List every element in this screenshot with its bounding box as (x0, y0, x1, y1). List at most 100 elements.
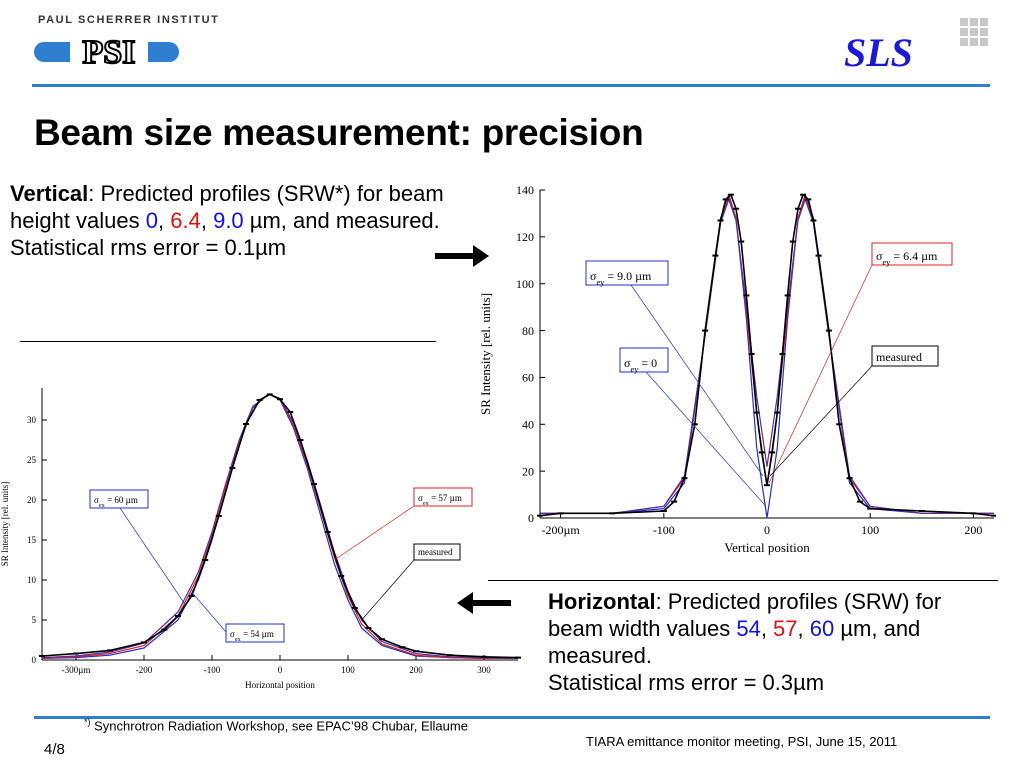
horizontal-rms-error: Statistical rms error = 0.3µm (548, 670, 825, 695)
vertical-description: Vertical: Predicted profiles (SRW*) for … (10, 180, 450, 261)
vchart-ytick-label: 40 (522, 417, 534, 431)
hchart-ytick-label: 10 (27, 575, 37, 585)
vchart-y-axis-label: SR Intensity [rel. units] (478, 293, 493, 415)
hchart-series-2 (41, 393, 519, 659)
hchart-ytick-label: 25 (27, 455, 37, 465)
vchart-xtick-label: 100 (861, 523, 879, 537)
sls-grid-icon (960, 18, 988, 46)
footnote-mark: *) (84, 717, 91, 727)
vchart-ytick-label: 60 (522, 371, 534, 385)
header-rule (32, 84, 990, 87)
hchart-annotation-2: measured (418, 547, 453, 557)
vchart-x-axis-label: Vertical position (724, 540, 810, 555)
hchart-series-0 (41, 393, 518, 659)
vchart-ytick-label: 80 (522, 324, 534, 338)
divider-left (20, 341, 436, 342)
footer-rule (34, 716, 990, 719)
vchart-annotation-leader (768, 264, 873, 484)
arrow-left-icon (457, 592, 511, 614)
hchart-annotation-box (413, 543, 461, 561)
vchart-annotation-2: σey = 6.4 µm (876, 249, 938, 267)
vchart-annotation-leader (645, 371, 767, 507)
vertical-label: Vertical (10, 181, 89, 206)
horizontal-profile-chart: 0 5 10 15 20 25 30 -300µm -200 -100 0 100 200 300 Hori… (0, 388, 521, 690)
hchart-annotation-1: σex = 57 µm (418, 493, 462, 507)
hchart-ytick-label: 20 (27, 495, 37, 505)
hchart-annotation-3: σex = 54 µm (230, 629, 274, 643)
vchart-series-2 (540, 198, 994, 514)
vchart-ytick-label: 120 (516, 230, 534, 244)
vertical-value-2: 6.4 (170, 208, 201, 233)
horizontal-desc-2: µm, and measured. (548, 616, 921, 668)
horizontal-label: Horizontal (548, 589, 656, 614)
vchart-annotation-box (619, 347, 669, 373)
vchart-annotation-leader (630, 284, 764, 477)
hchart-annotation-leader (361, 559, 415, 621)
footnote: *) Synchrotron Radiation Workshop, see E… (84, 717, 468, 733)
vchart-ytick-label: 20 (522, 464, 534, 478)
vertical-sep-1: , (158, 208, 171, 233)
hchart-ytick-label: 30 (27, 415, 37, 425)
sls-logo-text: SLS (844, 30, 913, 72)
hchart-ytick-label: 5 (32, 615, 37, 625)
hchart-xtick-label: 300 (477, 665, 491, 675)
vertical-profile-chart: 0 20 40 60 80 100 120 140 -200µm -100 0 100 200 Verti… (478, 183, 996, 555)
page-number: 4/8 (44, 741, 65, 758)
hchart-annotation-leader (191, 591, 227, 633)
vertical-value-1: 0 (145, 208, 159, 233)
hchart-annotation-box (413, 487, 473, 507)
hchart-xtick-label: -300µm (62, 665, 91, 675)
vchart-annotation-box (585, 260, 669, 286)
psi-logo: PSI (34, 33, 179, 72)
hchart-annotation-0: σex = 60 µm (94, 495, 138, 509)
vchart-ytick-label: 0 (528, 511, 534, 525)
hchart-series-1 (41, 393, 518, 659)
hchart-series-3 (41, 393, 519, 659)
hchart-xtick-label: -200 (136, 665, 153, 675)
vchart-annotation-0: σey = 9.0 µm (590, 269, 652, 287)
hchart-ytick-label: 0 (32, 655, 37, 665)
slide-title: Beam size measurement: precision (34, 112, 644, 153)
footnote-text: Synchrotron Radiation Workshop, see EPAC… (90, 718, 468, 734)
vchart-xtick-label: 0 (764, 523, 770, 537)
meeting-info: TIARA emittance monitor meeting, PSI, Ju… (586, 734, 898, 749)
vchart-xtick-label: -200µm (542, 523, 581, 537)
hchart-xtick-label: 100 (341, 665, 355, 675)
vchart-annotation-box (871, 242, 953, 266)
hchart-x-axis-label: Horizontal position (245, 680, 315, 690)
psi-logo-text: PSI (83, 34, 136, 71)
divider-right (488, 580, 998, 581)
horizontal-sep-2: , (797, 616, 810, 641)
hchart-xtick-label: 200 (409, 665, 423, 675)
horizontal-value-3: 60 (809, 616, 835, 641)
horizontal-desc-1: : Predicted profiles (SRW) for beam widt… (548, 589, 942, 641)
vertical-rms-error: Statistical rms error = 0.1µm (10, 235, 287, 260)
vchart-xtick-label: 200 (964, 523, 982, 537)
sls-logo: SLS (844, 18, 988, 72)
hchart-annotation-leader (119, 507, 186, 605)
vchart-annotation-3: measured (876, 350, 922, 364)
horizontal-value-2: 57 (773, 616, 798, 641)
arrow-right-icon (435, 245, 489, 267)
horizontal-value-1: 54 (736, 616, 761, 641)
horizontal-description: Horizontal: Predicted profiles (SRW) for… (548, 588, 988, 696)
institute-name: PAUL SCHERRER INSTITUT (38, 14, 220, 26)
vchart-annotation-1: σey = 0 (624, 356, 657, 374)
vertical-desc-2: µm, and measured. (243, 208, 440, 233)
hchart-y-axis-label: SR Intensity [rel. units] (0, 482, 10, 567)
hchart-annotation-box (89, 489, 149, 509)
vchart-annotation-box (871, 345, 939, 367)
vertical-desc-1: : Predicted profiles (SRW*) for beam hei… (10, 181, 444, 233)
vchart-annotation-leader (769, 365, 873, 477)
hchart-annotation-leader (334, 505, 415, 561)
hchart-xtick-label: 0 (278, 665, 283, 675)
hchart-ytick-label: 15 (27, 535, 37, 545)
horizontal-sep-1: , (760, 616, 774, 641)
hchart-xtick-label: -100 (204, 665, 221, 675)
vchart-ytick-label: 100 (516, 277, 534, 291)
vchart-xtick-label: -100 (653, 523, 675, 537)
vertical-value-3: 9.0 (213, 208, 244, 233)
vchart-ytick-label: 140 (516, 183, 534, 197)
vertical-sep-2: , (200, 208, 214, 233)
hchart-annotation-box (225, 623, 285, 643)
